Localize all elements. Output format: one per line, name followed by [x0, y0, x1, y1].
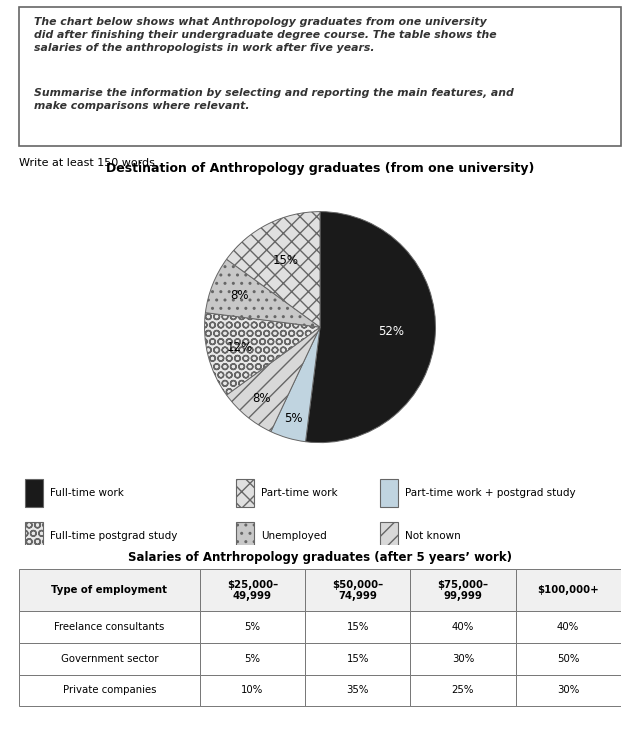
FancyBboxPatch shape [19, 7, 621, 146]
Text: $25,000–
49,999: $25,000– 49,999 [227, 580, 278, 601]
Bar [515, 611, 621, 643]
Text: $100,000+: $100,000+ [538, 586, 599, 595]
Text: Freelance consultants: Freelance consultants [54, 622, 164, 632]
Wedge shape [227, 212, 320, 327]
Text: 8%: 8% [252, 392, 270, 405]
Bar [200, 643, 305, 675]
Text: 52%: 52% [378, 325, 404, 338]
Text: 50%: 50% [557, 654, 579, 664]
Text: 15%: 15% [273, 254, 299, 267]
Wedge shape [227, 327, 320, 431]
Bar [19, 643, 200, 675]
Text: Not known: Not known [405, 531, 461, 541]
Bar [200, 611, 305, 643]
Text: 5%: 5% [284, 412, 303, 425]
Text: Summarise the information by selecting and reporting the main features, and
make: Summarise the information by selecting a… [34, 88, 514, 111]
Bar [19, 675, 200, 706]
Bar [200, 569, 305, 611]
Bar [236, 479, 254, 507]
Bar [25, 479, 44, 507]
Text: 25%: 25% [452, 686, 474, 695]
Text: Write at least 150 words.: Write at least 150 words. [19, 158, 159, 167]
Text: Salaries of Antrhropology graduates (after 5 years’ work): Salaries of Antrhropology graduates (aft… [128, 551, 512, 564]
Bar [19, 611, 200, 643]
Wedge shape [205, 260, 320, 327]
Bar [305, 611, 410, 643]
Wedge shape [305, 212, 435, 442]
Bar [305, 569, 410, 611]
Text: 8%: 8% [230, 289, 249, 302]
Text: 15%: 15% [346, 622, 369, 632]
Text: 30%: 30% [557, 686, 579, 695]
Bar [19, 569, 200, 611]
Text: $50,000–
74,999: $50,000– 74,999 [332, 580, 383, 601]
Text: 35%: 35% [346, 686, 369, 695]
Bar [380, 479, 398, 507]
Text: Private companies: Private companies [63, 686, 156, 695]
Text: 40%: 40% [452, 622, 474, 632]
Text: 5%: 5% [244, 654, 260, 664]
Text: Unemployed: Unemployed [261, 531, 327, 541]
Bar [305, 643, 410, 675]
Bar [380, 522, 398, 550]
Wedge shape [271, 327, 320, 442]
Bar [515, 675, 621, 706]
Text: 40%: 40% [557, 622, 579, 632]
Bar [410, 569, 515, 611]
Text: Full-time work: Full-time work [51, 488, 124, 498]
Text: 30%: 30% [452, 654, 474, 664]
Text: Government sector: Government sector [61, 654, 158, 664]
Bar [25, 522, 44, 550]
Text: Part-time work + postgrad study: Part-time work + postgrad study [405, 488, 576, 498]
Title: Destination of Anthropology graduates (from one university): Destination of Anthropology graduates (f… [106, 162, 534, 175]
Bar [515, 569, 621, 611]
Text: Full-time postgrad study: Full-time postgrad study [51, 531, 178, 541]
Text: 15%: 15% [346, 654, 369, 664]
Text: The chart below shows what Anthropology graduates from one university
did after : The chart below shows what Anthropology … [34, 17, 497, 53]
Bar [410, 643, 515, 675]
Bar [236, 522, 254, 550]
Bar [515, 643, 621, 675]
Bar [410, 611, 515, 643]
Bar [410, 675, 515, 706]
Text: 12%: 12% [227, 341, 253, 355]
Text: 10%: 10% [241, 686, 264, 695]
Text: Type of employment: Type of employment [51, 586, 168, 595]
Text: $75,000–
99,999: $75,000– 99,999 [437, 580, 488, 601]
Bar [305, 675, 410, 706]
Text: 5%: 5% [244, 622, 260, 632]
Bar [200, 675, 305, 706]
Text: Part-time work: Part-time work [261, 488, 338, 498]
Wedge shape [205, 313, 320, 395]
